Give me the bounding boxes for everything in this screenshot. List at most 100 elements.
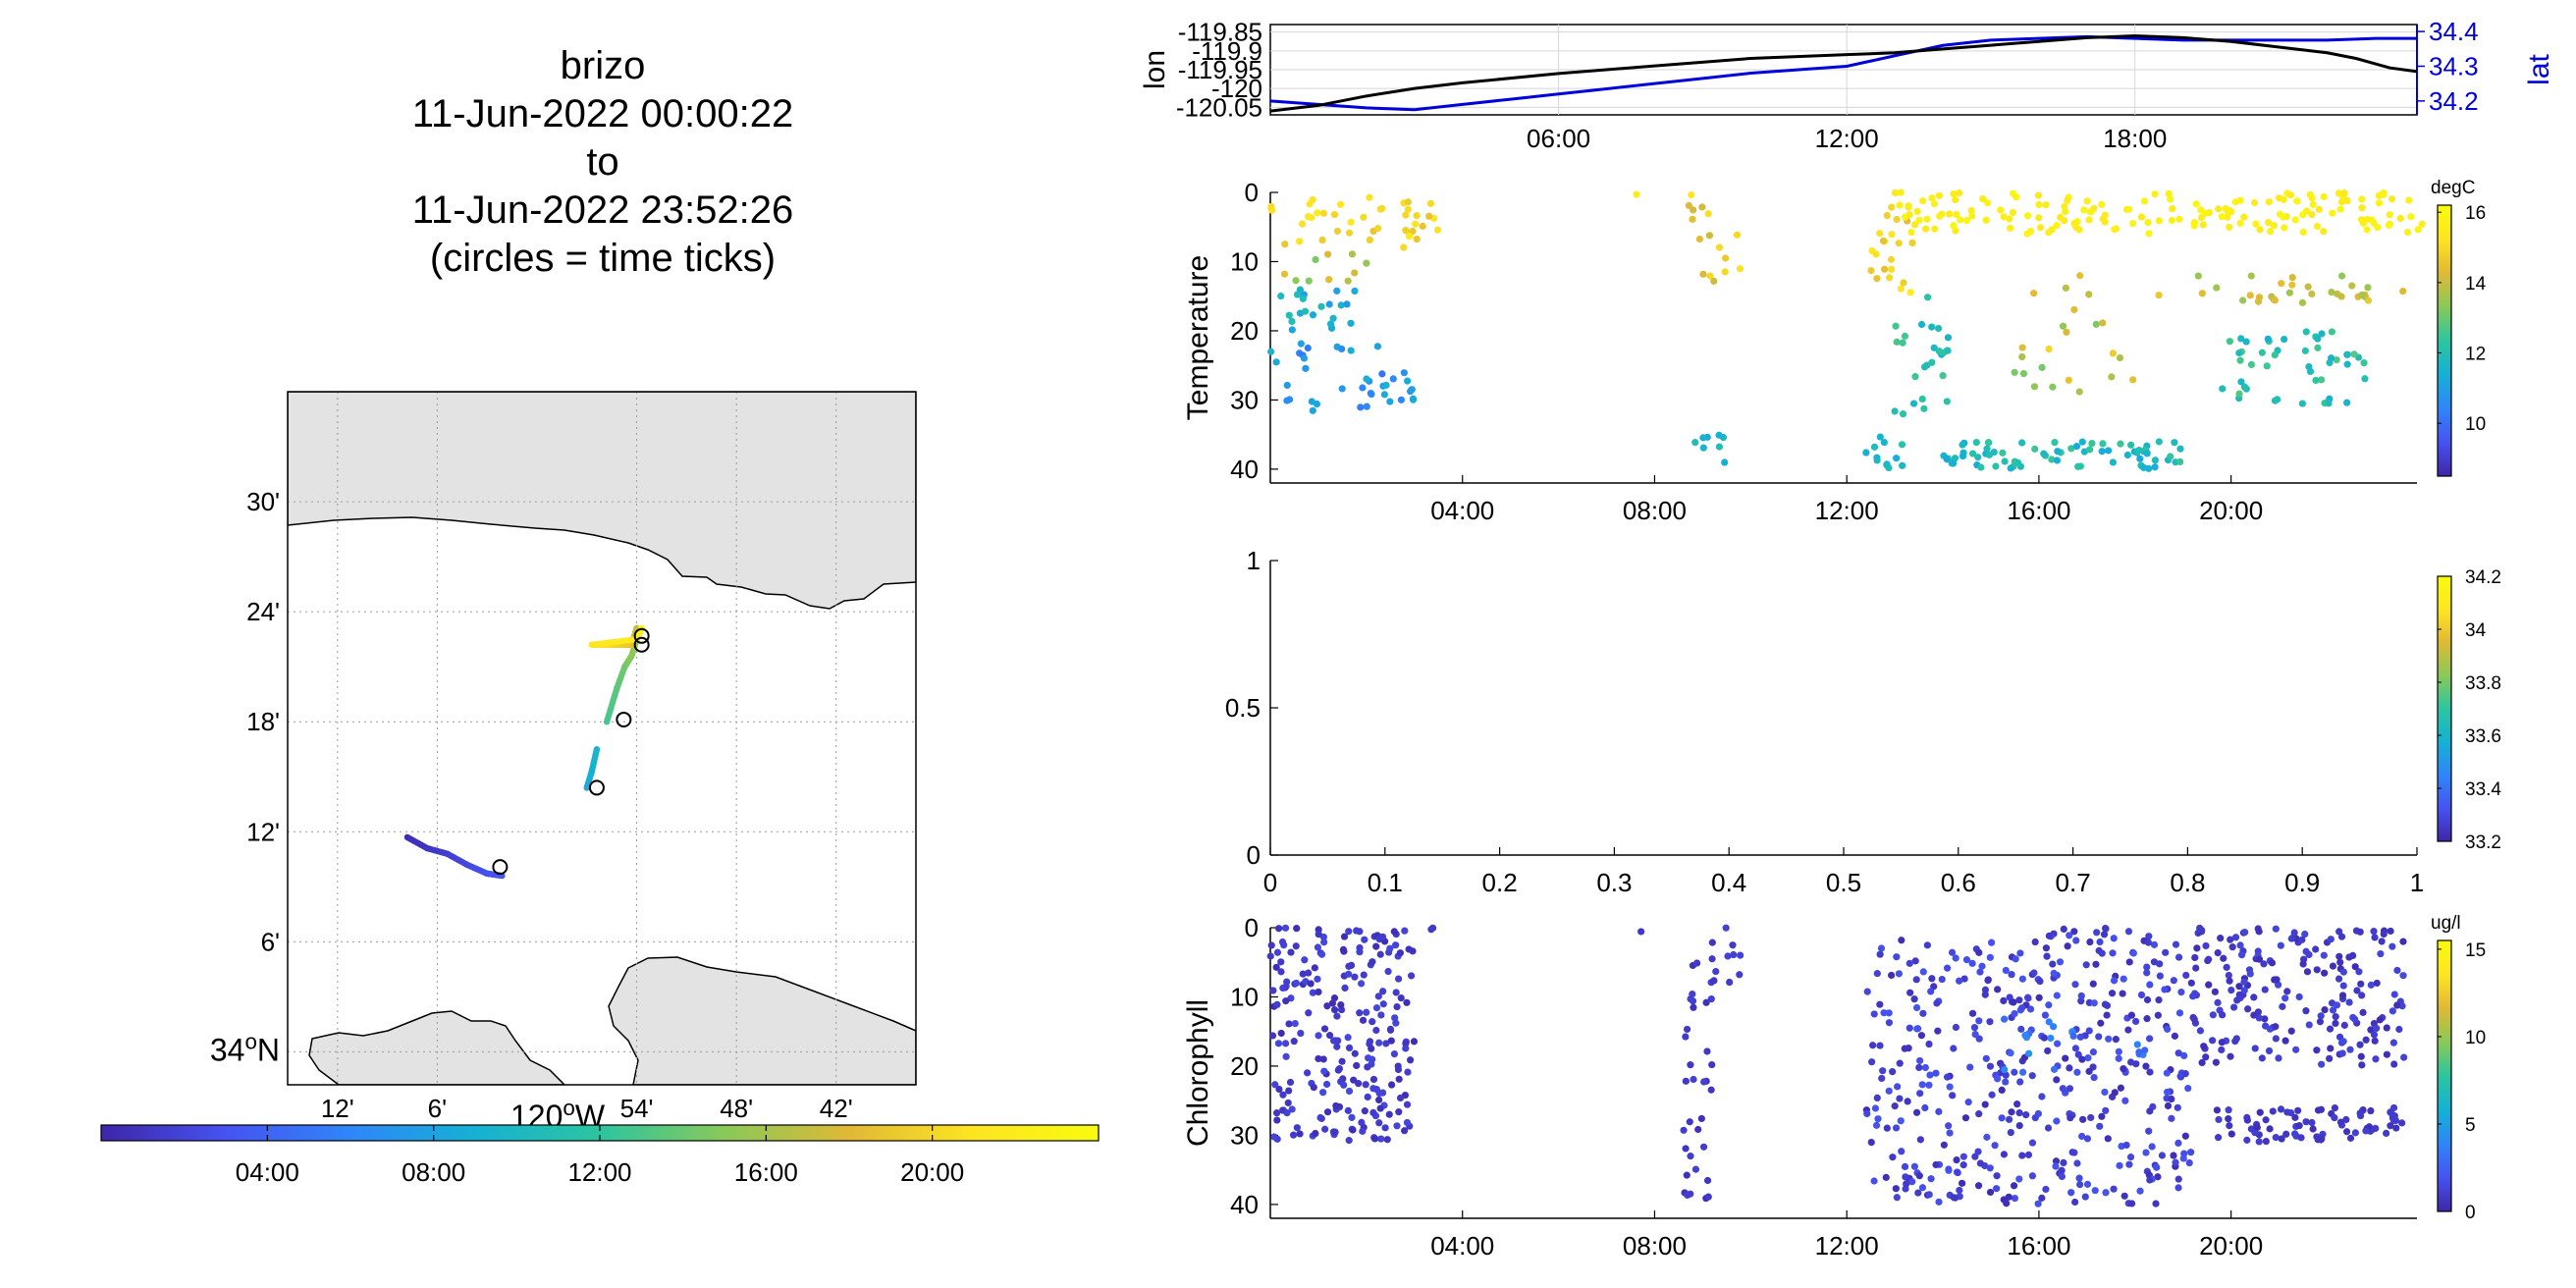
chlorophyll-point [1395,1075,1403,1083]
chlorophyll-point [1372,942,1380,950]
chlorophyll-point [2090,999,2098,1007]
chlorophyll-point [1986,1018,1994,1026]
temperature-point [1389,375,1397,383]
chlorophyll-point [2028,1139,2037,1147]
chlorophyll-point [2060,1158,2067,1167]
chlorophyll-point [1358,1118,1366,1126]
chlorophyll-point [2215,1134,2223,1142]
chlorophyll-point [2261,986,2269,993]
temperature-point [2035,200,2043,209]
chlorophyll-point [2261,1015,2269,1023]
lonlat-right-tick-label: 34.4 [2429,17,2479,46]
chlorophyll-point [1402,1040,1410,1047]
temperature-point [1301,307,1310,315]
chlorophyll-point [2262,1116,2270,1124]
chlorophyll-point [1885,1019,1894,1027]
temperature-point [2167,195,2174,203]
temperature-point [1893,455,1901,462]
temperature-panel: 0 10 20 30 40 04:00 08:00 12:00 16:00 20:00 Temper… [1182,178,2487,525]
chlorophyll-point [2026,1005,2035,1013]
chlorophyll-point [1273,1000,1281,1008]
chlorophyll-point [2269,1107,2277,1115]
chlorophyll-point [1699,1143,1708,1151]
chlorophyll-point [2035,993,2043,1001]
chlorophyll-point [2021,1032,2029,1040]
chlorophyll-point [2337,933,2346,940]
temperature-point [1402,211,1410,219]
temperature-point [1330,210,1339,219]
chlorophyll-point [1704,1193,1712,1201]
temperature-x-tick-label: 16:00 [2007,496,2070,525]
chlorophyll-point [2334,975,2343,983]
chlorophyll-point [1925,1191,1933,1199]
temperature-point [2370,219,2378,228]
temperature-point [1870,443,1879,451]
temperature-point [1347,347,1355,354]
temperature-point [2286,191,2294,199]
chlorophyll-point [2191,953,2199,962]
temperature-point [2042,201,2050,209]
temperature-point [2099,440,2107,448]
temperature-point [2099,319,2107,327]
chlorophyll-point [2283,988,2291,995]
salinity-x-tick-label: 0.3 [1596,868,1632,897]
chlorophyll-point [2282,1130,2290,1138]
chlorophyll-point [2161,986,2169,993]
chlorophyll-point [2170,1152,2177,1159]
chlorophyll-point [2331,1113,2338,1122]
chlorophyll-point [1338,1057,1346,1065]
chlorophyll-point [2071,1198,2079,1207]
temperature-point [1936,212,1944,220]
temperature-point [2278,280,2285,288]
chlorophyll-point [2158,1152,2167,1159]
chlorophyll-point [1916,1136,1924,1144]
chlorophyll-point [1694,1125,1702,1134]
chlorophyll-point [1933,999,1941,1007]
chlorophyll-point [2049,960,2057,968]
chlorophyll-point [1379,1000,1387,1008]
chlorophyll-point [1918,1184,1927,1192]
temperature-point [1413,235,1421,243]
temperature-point [2288,273,2296,282]
salinity-x-tick-label: 0.4 [1711,868,1746,897]
chlorophyll-point [1368,1018,1376,1026]
chlorophyll-point [1286,1078,1295,1087]
temperature-x-tick-label: 20:00 [2199,496,2263,525]
temperature-point [2361,375,2369,383]
chlorophyll-point [1988,1091,1996,1099]
chlorophyll-point [1390,928,1398,936]
chlorophyll-y-tick-label: 40 [1230,1190,1259,1219]
temperature-point [2314,335,2322,343]
chlorophyll-point [1722,924,1730,932]
temperature-point [1930,344,1938,351]
chlorophyll-point [1938,975,1946,984]
chlorophyll-point [1869,1042,1877,1049]
chlorophyll-point [2053,1076,2061,1084]
chlorophyll-point [2049,1023,2058,1031]
temperature-point [2375,191,2383,199]
chlorophyll-point [2187,979,2195,987]
temperature-point [1880,438,1888,447]
temperature-point [1405,233,1414,241]
chlorophyll-point [1956,1193,1963,1201]
chlorophyll-point [2090,1073,2098,1082]
chlorophyll-point [2346,1134,2355,1142]
chlorophyll-point [2286,1108,2295,1117]
salinity-colorbar-tick-label: 33.2 [2465,832,2501,853]
chlorophyll-point [2187,1149,2195,1156]
chlorophyll-point [2332,1019,2339,1028]
chlorophyll-point [1730,950,1738,959]
chlorophyll-point [2174,1175,2182,1183]
temperature-point [2063,328,2070,336]
chlorophyll-point [1912,976,1920,984]
temperature-point [1943,398,1951,405]
chlorophyll-point [1896,1095,1904,1102]
chlorophyll-point [1372,1004,1381,1012]
salinity-colorbar-tick-label: 34 [2465,620,2487,641]
chlorophyll-point [1348,1113,1356,1121]
temperature-point [2136,455,2144,462]
chlorophyll-point [2064,942,2071,950]
temperature-colorbar-tick-label: 10 [2465,414,2486,435]
map-gridlines [288,392,916,1085]
temperature-point [1283,381,1291,390]
